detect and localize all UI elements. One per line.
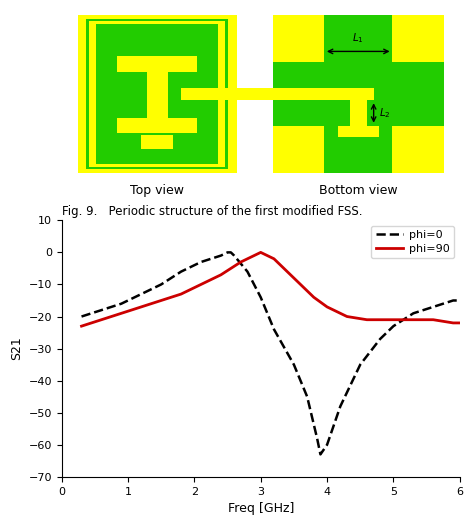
phi=0 [457,297,463,303]
phi=90 [258,249,264,256]
phi=0 [430,304,436,310]
phi=90 [457,320,463,326]
phi=90 [410,316,416,323]
phi=0 [158,281,164,288]
phi=90 [430,316,436,323]
phi=0 [357,362,363,368]
phi=0 [271,326,277,333]
X-axis label: Freq [GHz]: Freq [GHz] [228,502,294,515]
Line: phi=0: phi=0 [82,253,460,454]
Bar [337,126,379,137]
Bar [392,126,444,173]
phi=0 [228,249,234,256]
phi=90 [344,313,350,320]
phi=0 [291,362,297,368]
phi=0 [258,294,264,300]
Text: Top view: Top view [130,184,184,197]
Text: $L_2$: $L_2$ [379,106,391,120]
Bar [324,88,348,101]
Bar [78,15,237,173]
Bar [392,15,444,62]
phi=0 [218,253,224,259]
phi=0 [118,301,124,307]
phi=90 [364,316,370,323]
phi=0 [318,451,323,457]
phi=0 [198,259,204,265]
phi=90 [324,304,330,310]
Bar [167,94,197,107]
phi=90 [99,316,104,323]
Bar [273,15,444,173]
Bar [273,15,324,62]
phi=90 [138,304,144,310]
phi=0 [99,307,104,313]
phi=90 [311,294,317,300]
Bar [273,126,324,173]
phi=0 [225,249,230,256]
phi=0 [314,435,320,442]
phi=90 [218,271,224,278]
Bar [350,101,367,126]
Legend: phi=0, phi=90: phi=0, phi=90 [371,226,454,258]
Bar [89,21,226,167]
phi=90 [118,310,124,316]
phi=0 [231,253,237,259]
Y-axis label: S21: S21 [10,337,23,361]
phi=0 [245,268,250,275]
phi=90 [198,281,204,288]
Bar [118,94,147,107]
Text: Bottom view: Bottom view [319,184,398,197]
Bar [118,56,197,72]
phi=90 [79,323,84,329]
Bar [96,24,219,164]
Bar [182,88,374,101]
phi=0 [178,268,184,275]
phi=90 [178,291,184,297]
Line: phi=90: phi=90 [82,253,460,326]
phi=90 [158,297,164,303]
Bar [343,88,374,101]
phi=0 [450,297,456,303]
phi=90 [450,320,456,326]
phi=0 [304,394,310,400]
Bar [147,94,167,118]
phi=90 [391,316,396,323]
Text: Fig. 9.   Periodic structure of the first modified FSS.: Fig. 9. Periodic structure of the first … [62,205,362,218]
phi=90 [271,256,277,262]
phi=90 [238,259,244,265]
phi=0 [377,336,383,342]
Bar [118,118,197,134]
phi=0 [138,291,144,297]
Bar [141,135,173,149]
Bar [147,72,167,107]
phi=0 [324,442,330,448]
Text: $L_1$: $L_1$ [352,31,364,45]
phi=0 [79,313,84,320]
phi=90 [291,275,297,281]
phi=0 [410,310,416,316]
phi=0 [391,323,396,329]
Bar [86,19,228,169]
phi=0 [337,403,343,409]
